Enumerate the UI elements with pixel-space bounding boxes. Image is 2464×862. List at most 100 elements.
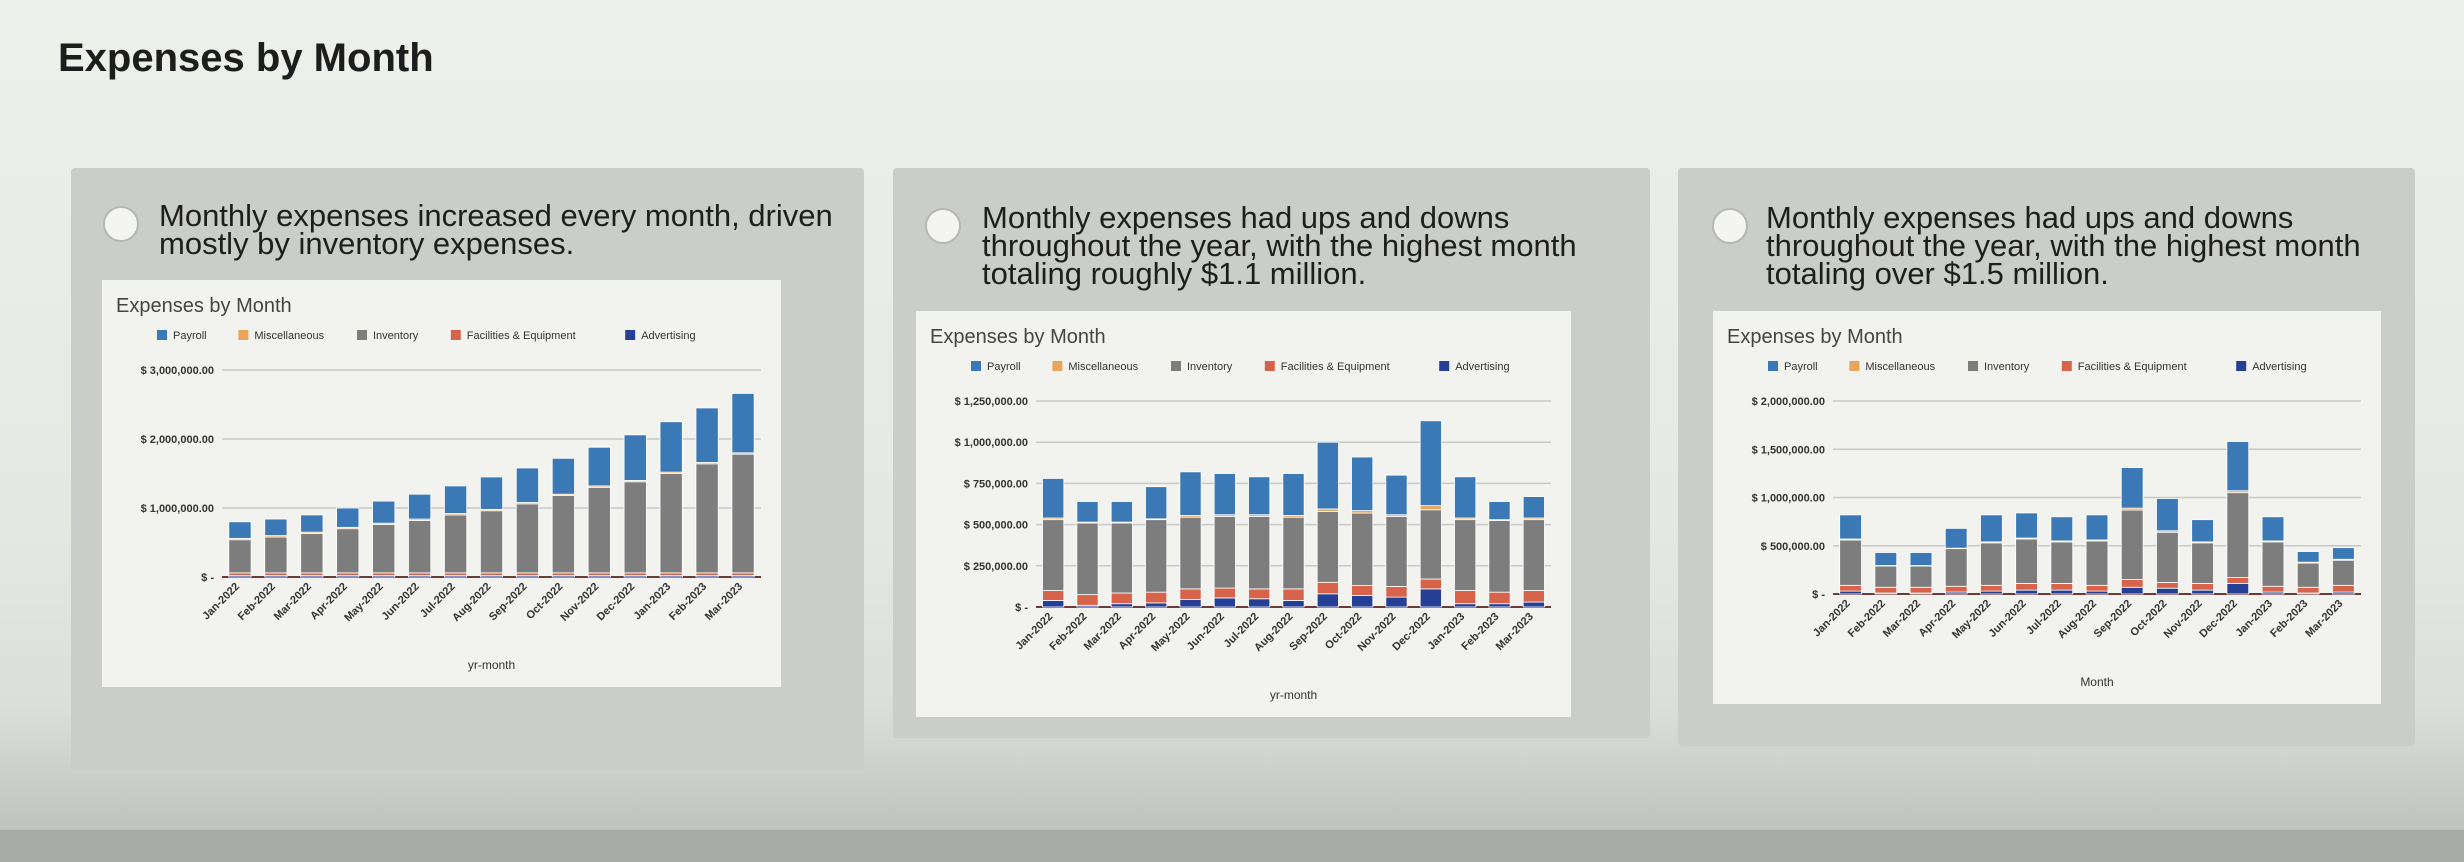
x-tick-label: Jun-2022	[1185, 611, 1227, 653]
bar-segment-inventory	[300, 533, 324, 574]
x-tick-label: Jun-2022	[380, 581, 422, 623]
bar-segment-inventory	[2191, 542, 2214, 584]
legend-label: Facilities & Equipment	[1281, 361, 1390, 373]
bar-segment-facilities-equipment	[1316, 581, 1339, 595]
bar-segment-facilities-equipment	[515, 572, 539, 577]
x-tick-label: Aug-2022	[2056, 598, 2100, 642]
bar-segment-facilities-equipment	[731, 572, 755, 577]
bar-segment-inventory	[479, 510, 504, 574]
bar-segment-advertising	[1839, 590, 1862, 595]
bar-segment-inventory	[695, 463, 719, 574]
bar-segment-inventory	[2296, 562, 2320, 588]
bar-segment-inventory	[587, 486, 611, 574]
bar-segment-payroll	[695, 407, 719, 463]
y-tick-label: $ -	[1015, 602, 1028, 614]
legend-swatch	[450, 330, 461, 340]
bar-segment-inventory	[1145, 519, 1168, 593]
bar-segment-facilities-equipment	[1282, 588, 1305, 601]
y-tick-label: $ 250,000.00	[964, 561, 1028, 573]
legend-swatch	[625, 330, 636, 340]
x-tick-label: Sep-2022	[2092, 598, 2135, 641]
bar-segment-payroll	[1179, 471, 1202, 516]
option-card-3[interactable]: Monthly expenses had ups and downs throu…	[1678, 168, 2415, 746]
x-axis-label: yr-month	[468, 658, 515, 672]
legend-swatch	[357, 330, 367, 340]
bar-segment-facilities-equipment	[1419, 578, 1442, 590]
option-radio-2[interactable]	[925, 208, 961, 244]
y-tick-label: $ 2,000,000.00	[1752, 396, 1825, 408]
bar-segment-facilities-equipment	[695, 572, 719, 577]
option-card-2[interactable]: Monthly expenses had ups and downs throu…	[893, 168, 1650, 738]
bar-segment-payroll	[408, 493, 432, 520]
legend-swatch	[1052, 361, 1063, 371]
bar-segment-advertising	[1522, 601, 1545, 608]
legend-label: Facilities & Equipment	[2078, 361, 2187, 373]
bar-segment-payroll	[515, 467, 539, 503]
bar-segment-facilities-equipment	[1145, 591, 1168, 604]
bar-segment-facilities-equipment	[623, 572, 647, 577]
bar-segment-payroll	[2015, 512, 2038, 539]
x-tick-label: Jan-2023	[632, 581, 674, 623]
option-card-1[interactable]: Monthly expenses increased every month, …	[71, 168, 864, 770]
bar-segment-facilities-equipment	[336, 572, 360, 577]
bar-segment-payroll	[1145, 486, 1168, 520]
bar-segment-advertising	[2015, 589, 2038, 595]
bar-segment-miscellaneous	[1419, 505, 1442, 511]
bar-segment-advertising	[1385, 596, 1408, 608]
bar-segment-facilities-equipment	[1110, 592, 1133, 605]
bar-segment-facilities-equipment	[1944, 585, 1968, 593]
bar-segment-facilities-equipment	[228, 572, 252, 577]
bar-segment-payroll	[444, 485, 468, 514]
option-text-3[interactable]: Monthly expenses had ups and downs throu…	[1766, 200, 2361, 291]
option-radio-1[interactable]	[103, 206, 139, 242]
bar-segment-facilities-equipment	[1213, 587, 1236, 599]
x-tick-label: May-2022	[1950, 598, 1994, 642]
bar-segment-payroll	[1110, 501, 1133, 523]
bar-segment-facilities-equipment	[1909, 586, 1933, 594]
bar-segment-payroll	[1488, 501, 1511, 521]
x-tick-label: Jan-2022	[200, 581, 242, 623]
bar-segment-advertising	[1248, 598, 1271, 608]
bar-segment-advertising	[2120, 586, 2144, 595]
bar-segment-facilities-equipment	[2015, 582, 2038, 591]
legend-swatch	[2061, 361, 2072, 371]
expenses-chart-1: Expenses by Month Payroll Miscellaneous Inv…	[102, 280, 781, 687]
bar-segment-advertising	[2085, 590, 2109, 595]
bar-segment-payroll	[587, 446, 611, 487]
legend-label: Advertising	[2252, 361, 2306, 373]
legend-swatch	[157, 330, 167, 340]
bar-segment-inventory	[264, 536, 288, 574]
chart-svg: Expenses by Month Payroll Miscellaneous Inv…	[116, 295, 761, 672]
chart-title: Expenses by Month	[1727, 326, 1903, 348]
bar-segment-facilities-equipment	[1351, 585, 1374, 596]
bar-segment-inventory	[1042, 519, 1065, 591]
bar-segment-inventory	[1909, 565, 1933, 588]
x-tick-label: Jun-2022	[1987, 598, 2029, 640]
x-tick-label: Aug-2022	[450, 581, 494, 625]
option-radio-3[interactable]	[1712, 208, 1748, 244]
bar-segment-advertising	[2191, 589, 2214, 595]
bar-segment-facilities-equipment	[1248, 588, 1271, 600]
legend-label: Advertising	[1455, 361, 1509, 373]
expenses-chart-3: Expenses by Month Payroll Miscellaneous Inv…	[1713, 311, 2381, 704]
bar-segment-payroll	[1522, 496, 1545, 519]
bar-segment-payroll	[2191, 519, 2214, 543]
bar-segment-advertising	[1316, 593, 1339, 608]
legend-swatch	[971, 361, 981, 371]
bar-segment-payroll	[1042, 478, 1065, 519]
legend-label: Payroll	[1784, 361, 1818, 373]
bar-segment-facilities-equipment	[1179, 588, 1202, 600]
option-text-1[interactable]: Monthly expenses increased every month, …	[159, 198, 833, 261]
bar-segment-payroll	[1282, 473, 1305, 516]
bar-segment-facilities-equipment	[2332, 584, 2355, 593]
bar-segment-payroll	[731, 393, 755, 454]
x-tick-label: Mar-2023	[2303, 598, 2345, 640]
bar-segment-payroll	[2085, 514, 2109, 541]
bar-segment-facilities-equipment	[2191, 582, 2214, 591]
option-text-2[interactable]: Monthly expenses had ups and downs throu…	[982, 200, 1577, 291]
bar-segment-inventory	[1316, 511, 1339, 583]
bar-segment-facilities-equipment	[2050, 582, 2074, 591]
bar-segment-inventory	[2015, 538, 2038, 584]
y-tick-label: $ 500,000.00	[1761, 541, 1825, 553]
legend-swatch	[1264, 361, 1275, 371]
